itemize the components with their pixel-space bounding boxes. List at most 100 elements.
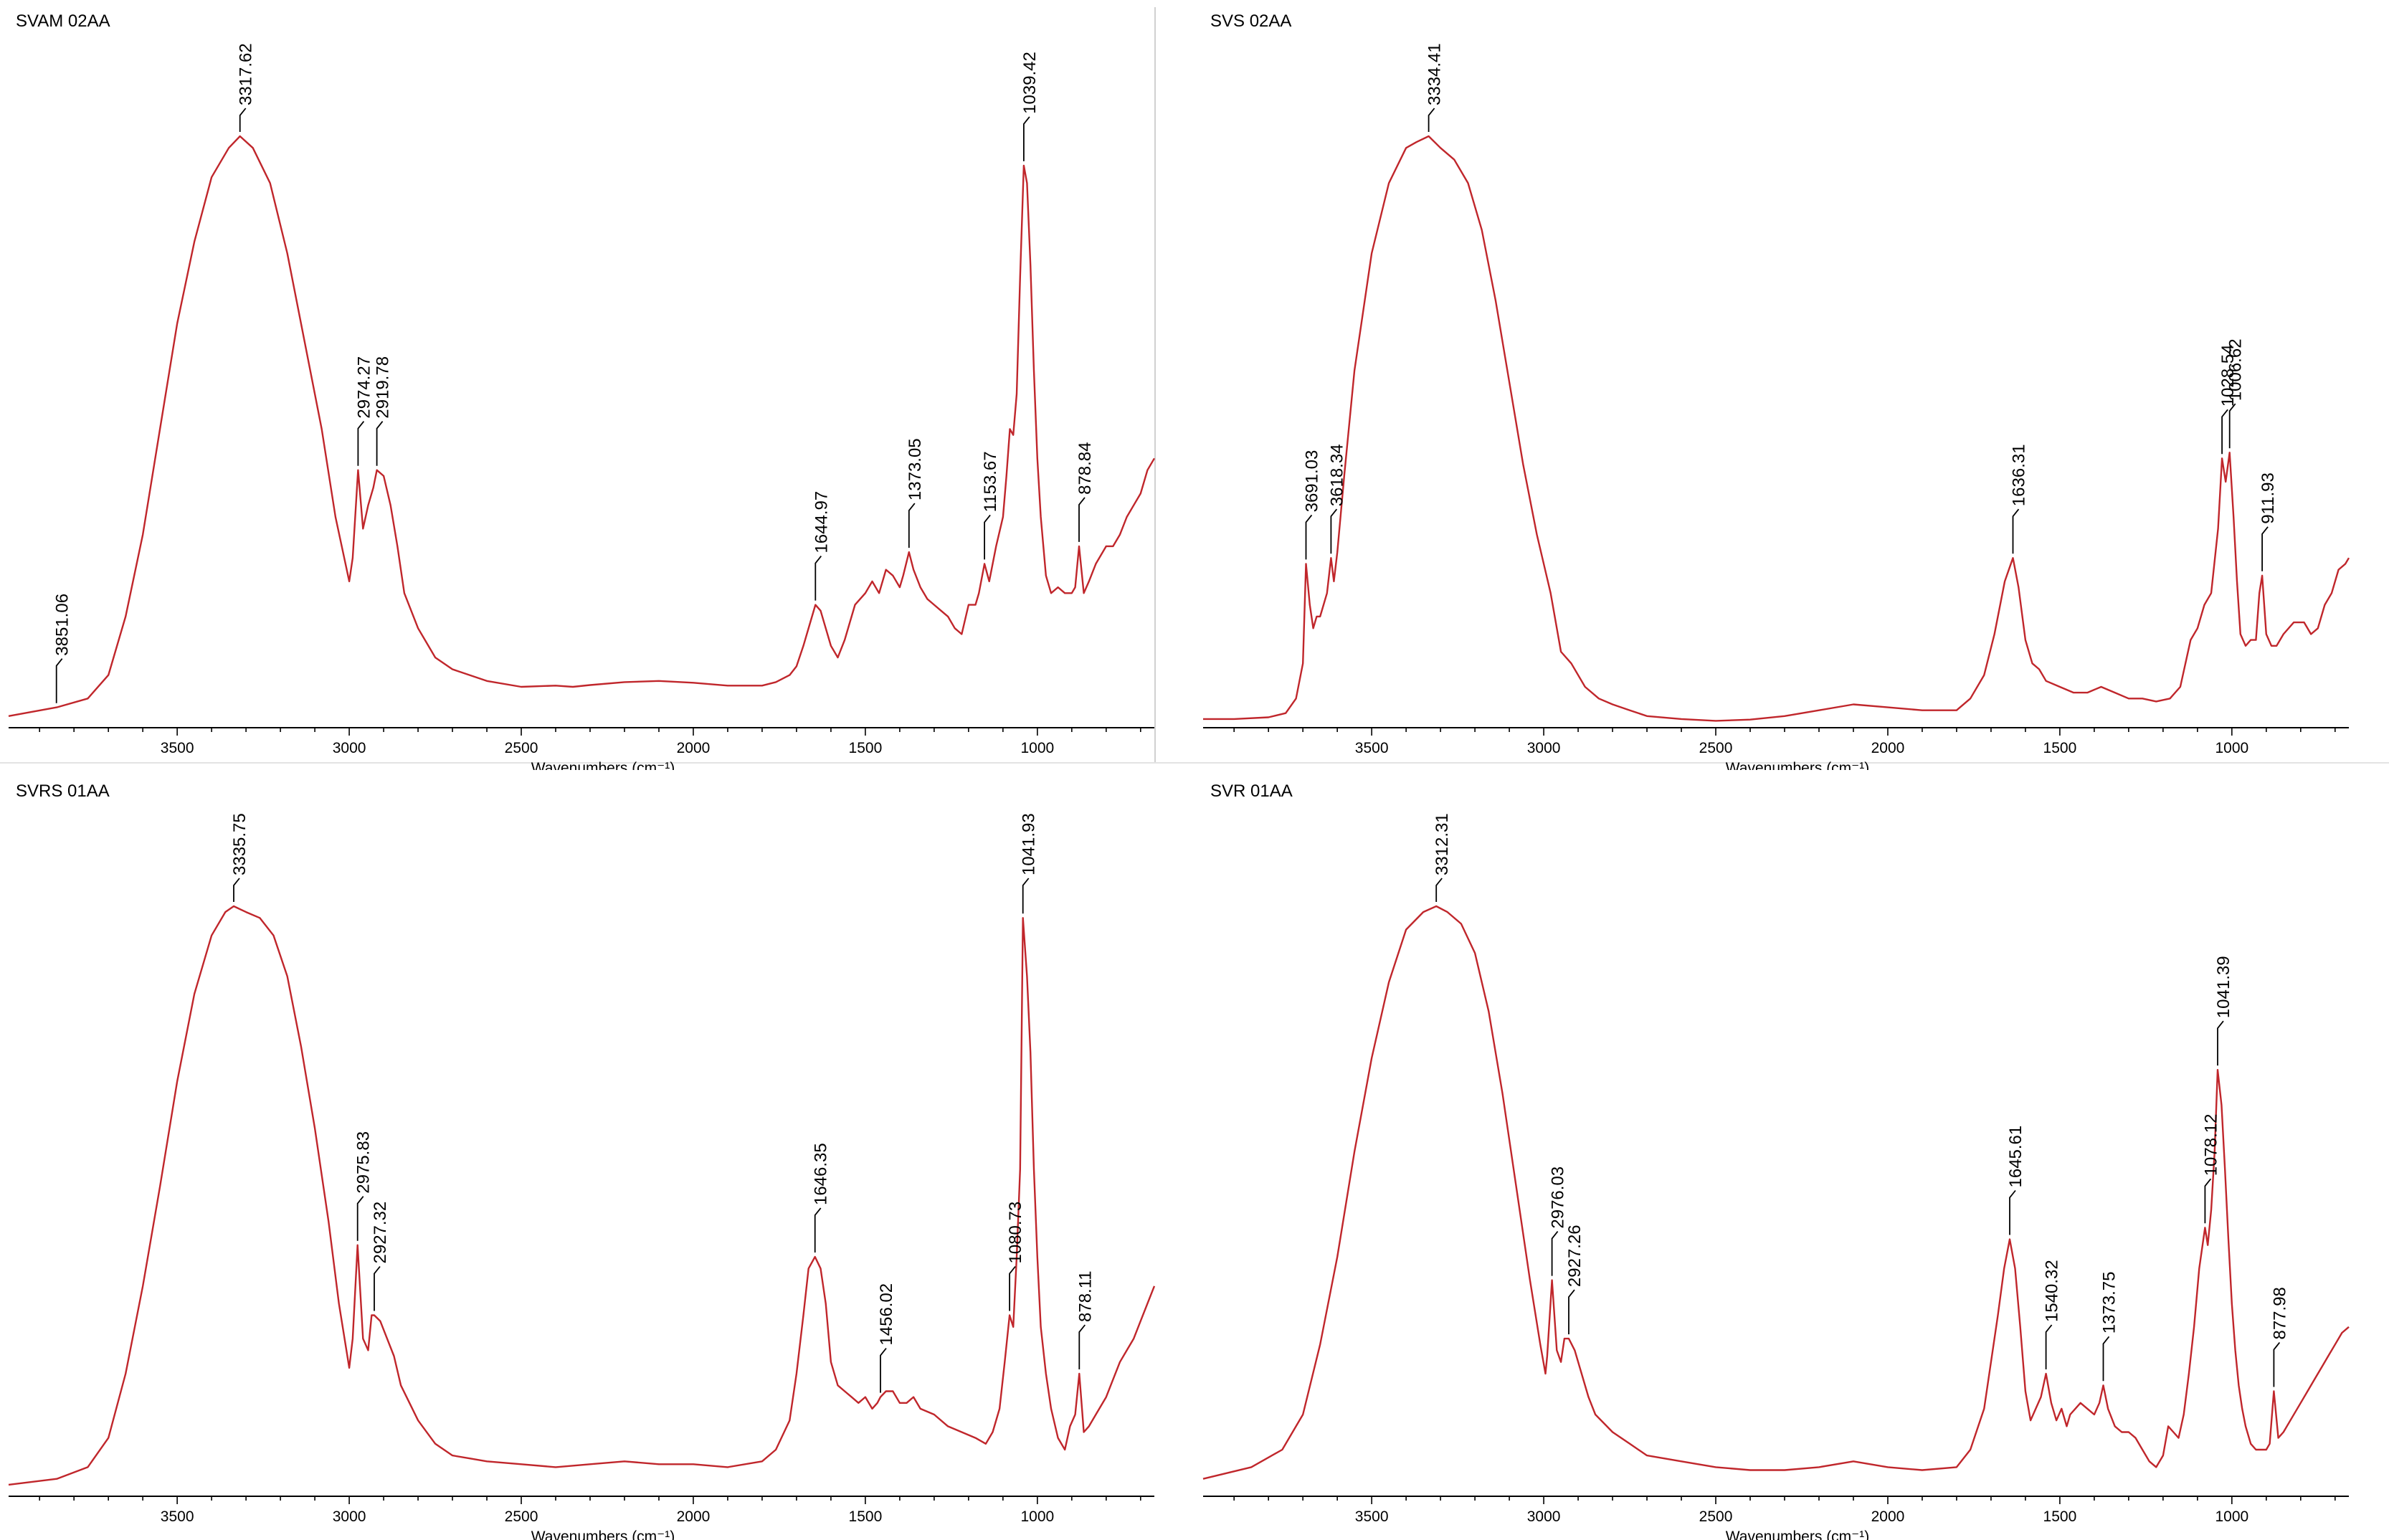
peak-label: 1078.12 [2201, 1114, 2221, 1177]
peak-label: 1456.02 [877, 1283, 896, 1346]
peak-label: 2976.03 [1549, 1166, 1568, 1229]
peak-leader-line [1022, 878, 1030, 914]
x-tick-label: 2500 [505, 740, 538, 756]
x-tick-label: 3500 [1355, 1508, 1389, 1525]
peak-leader-line [2012, 508, 2020, 554]
peak-leader-line [1023, 116, 1030, 161]
peak-label: 878.84 [1075, 442, 1095, 494]
x-axis-title: Wavenumbers (cm⁻¹) [1726, 760, 1870, 770]
spectrum-chart-svr-01aa: 3500 3000 2500 2000 1500 1000 Wavenumbers (cm⁻… [1202, 813, 2350, 1540]
x-axis-title: Wavenumbers (cm⁻¹) [531, 1529, 675, 1540]
peak-leader-line [908, 503, 916, 548]
peak-leader-line [880, 1348, 887, 1393]
peak-leader-line [55, 658, 63, 703]
x-tick-label: 3000 [333, 740, 366, 756]
x-tick-label: 1000 [1020, 1508, 1054, 1525]
peak-label: 3851.06 [53, 594, 72, 656]
peak-leader-line [814, 556, 822, 601]
panel-title: SVS 02AA [1210, 11, 1292, 31]
x-tick-label: 1500 [849, 1508, 883, 1525]
x-tick-label: 3000 [1527, 1508, 1561, 1525]
peak-leader-line [1009, 1265, 1016, 1311]
peak-label: 3691.03 [1303, 450, 1322, 513]
spectrum-trace [8, 905, 1156, 1486]
x-tick-label: 3000 [333, 1508, 366, 1525]
spectrum-trace [1202, 905, 2350, 1480]
x-axis-title: Wavenumbers (cm⁻¹) [531, 760, 675, 770]
peak-leader-line [239, 108, 247, 132]
peak-label: 877.98 [2270, 1287, 2289, 1339]
peak-leader-line [2009, 1189, 2016, 1235]
x-tick-label: 3500 [1355, 740, 1389, 756]
x-tick-label: 2000 [1871, 740, 1905, 756]
peak-label: 2974.27 [354, 356, 374, 419]
spectrum-panel-svam-02aa: SVAM 02AA 3500 3000 2500 2000 1500 1000 Wavenu… [0, 0, 1194, 770]
x-tick-label: 2000 [677, 740, 711, 756]
peak-label: 2919.78 [374, 356, 393, 419]
spectrum-panel-svr-01aa: SVR 01AA 3500 3000 2500 2000 1500 1000 Wavenum… [1194, 770, 2389, 1540]
x-tick-label: 2500 [1699, 1508, 1733, 1525]
peak-label: 2975.83 [354, 1131, 374, 1194]
vertical-divider [1154, 7, 1156, 764]
x-tick-label: 1000 [2215, 740, 2248, 756]
x-tick-label: 3000 [1527, 740, 1561, 756]
peak-label: 1041.93 [1020, 813, 1039, 875]
peak-leader-line [2204, 1178, 2212, 1224]
peak-label: 1041.39 [2214, 956, 2233, 1018]
peak-label: 2927.32 [371, 1202, 390, 1264]
x-tick-label: 2500 [505, 1508, 538, 1525]
peak-label: 2927.26 [1565, 1225, 1585, 1287]
peak-leader-line [1551, 1231, 1559, 1276]
x-tick-label: 2000 [1871, 1508, 1905, 1525]
peak-label: 1646.35 [812, 1143, 831, 1205]
peak-label: 1006.62 [2226, 338, 2246, 401]
x-tick-label: 1000 [2215, 1508, 2248, 1525]
peak-leader-line [2228, 403, 2236, 449]
peak-leader-line [2102, 1336, 2110, 1382]
peak-leader-line [814, 1207, 822, 1253]
peak-label: 3312.31 [1433, 813, 1452, 875]
peak-leader-line [1305, 514, 1313, 560]
panel-title: SVR 01AA [1210, 781, 1293, 801]
peak-leader-line [1568, 1289, 1575, 1335]
panel-title: SVRS 01AA [16, 781, 110, 801]
spectrum-trace [1203, 135, 2350, 722]
peak-label: 878.11 [1075, 1270, 1095, 1322]
peak-leader-line [1435, 878, 1443, 902]
spectrum-chart-svam-02aa: 3500 3000 2500 2000 1500 1000 Wavenumbers (cm⁻… [8, 43, 1156, 770]
x-tick-label: 1500 [2043, 1508, 2077, 1525]
peak-label: 1645.61 [2006, 1126, 2025, 1188]
peak-leader-line [376, 421, 384, 466]
spectrum-chart-svs-02aa: 3500 3000 2500 2000 1500 1000 Wavenumbers (cm⁻… [1203, 43, 2350, 770]
peak-leader-line [357, 421, 365, 466]
peak-label: 3618.34 [1327, 444, 1347, 506]
peak-label: 911.93 [2259, 472, 2278, 524]
spectrum-chart-svrs-01aa: 3500 3000 2500 2000 1500 1000 Wavenumbers (cm⁻… [8, 813, 1156, 1540]
peak-leader-line [1078, 1324, 1086, 1369]
peak-leader-line [2217, 1020, 2224, 1066]
peak-leader-line [984, 514, 991, 560]
peak-leader-line [2221, 409, 2228, 455]
peak-label: 1644.97 [812, 491, 831, 553]
peak-label: 1153.67 [981, 451, 1000, 512]
peak-label: 1080.73 [1006, 1202, 1025, 1264]
x-axis-title: Wavenumbers (cm⁻¹) [1726, 1529, 1870, 1540]
x-tick-label: 3500 [161, 1508, 194, 1525]
peak-leader-line [2045, 1324, 2053, 1369]
peak-leader-line [2273, 1341, 2281, 1387]
peak-label: 1373.05 [906, 438, 925, 500]
x-tick-label: 1000 [1020, 740, 1054, 756]
peak-leader-line [374, 1265, 381, 1311]
peak-label: 3317.62 [237, 43, 256, 105]
peak-leader-line [1428, 108, 1435, 132]
peak-label: 3335.75 [230, 813, 250, 875]
panel-title: SVAM 02AA [16, 11, 110, 31]
x-tick-label: 2500 [1699, 740, 1733, 756]
x-tick-label: 1500 [2043, 740, 2077, 756]
peak-label: 1373.75 [2100, 1272, 2119, 1334]
spectrum-trace [8, 135, 1156, 717]
horizontal-divider [0, 762, 2389, 764]
peak-leader-line [2261, 526, 2269, 571]
peak-leader-line [356, 1196, 364, 1241]
peak-leader-line [233, 878, 240, 902]
